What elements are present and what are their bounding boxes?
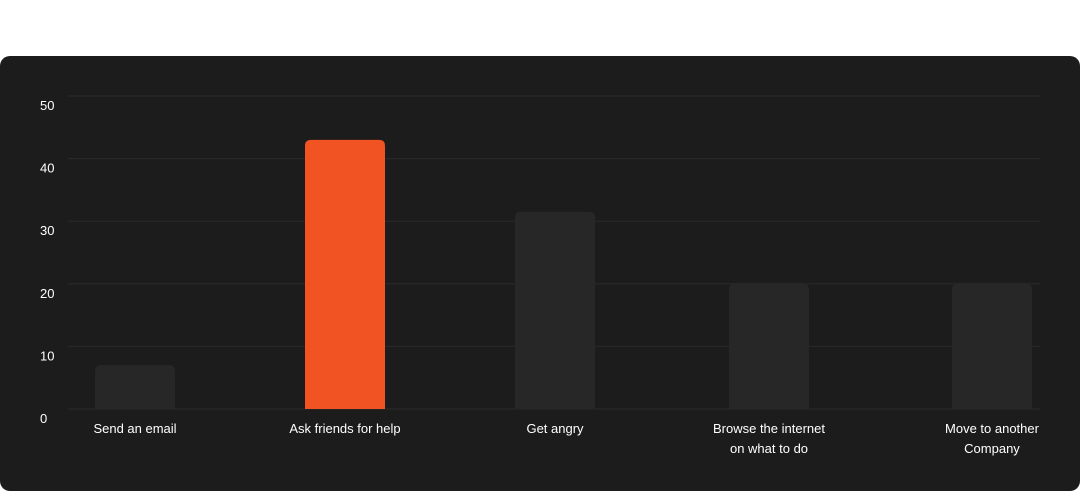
y-tick-label: 20 <box>40 286 54 301</box>
bar <box>729 283 809 409</box>
x-category-label: Browse the internet on what to do <box>713 421 825 456</box>
bar <box>95 365 175 409</box>
bar-chart: 0 10 20 30 40 50 Send an email Ask friends for … <box>40 95 1040 456</box>
bar-highlighted <box>305 139 385 409</box>
y-tick-label: 30 <box>40 223 54 238</box>
x-category-label: Send an email <box>93 421 176 436</box>
x-category-label: Move to another Company <box>945 421 1040 456</box>
bar <box>515 211 595 409</box>
bar <box>952 283 1032 409</box>
x-category-label: Get angry <box>526 421 584 436</box>
chart-card: 0 10 20 30 40 50 Send an email Ask friends for … <box>0 56 1080 491</box>
y-tick-label: 10 <box>40 348 54 363</box>
y-tick-label: 50 <box>40 98 54 113</box>
y-tick-label: 0 <box>40 411 47 426</box>
x-category-label: Ask friends for help <box>289 421 400 436</box>
y-tick-label: 40 <box>40 161 54 176</box>
